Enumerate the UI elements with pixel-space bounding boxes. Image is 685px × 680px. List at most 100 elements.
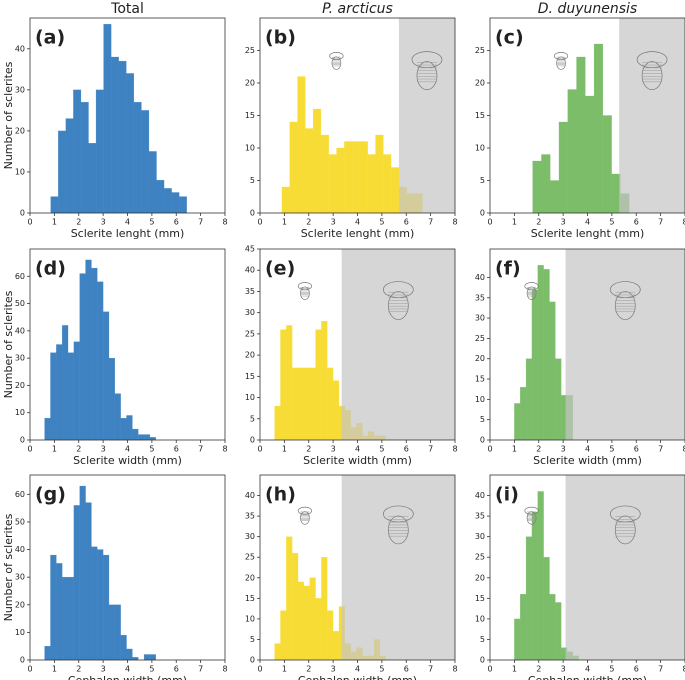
bar — [289, 121, 298, 214]
y-tick-label: 20 — [245, 79, 255, 88]
bar — [531, 511, 538, 661]
bar — [312, 108, 322, 214]
bar — [79, 485, 86, 661]
x-tick-label: 7 — [198, 445, 203, 454]
x-tick-label: 0 — [257, 445, 262, 454]
x-tick-label: 3 — [331, 445, 336, 454]
bar — [532, 160, 542, 214]
y-tick-label: 10 — [475, 144, 485, 153]
x-tick-label: 1 — [512, 445, 517, 454]
bar — [336, 147, 345, 214]
y-tick-label: 0 — [480, 436, 485, 445]
y-tick-label: 35 — [475, 293, 485, 302]
x-tick-label: 6 — [174, 445, 179, 454]
y-axis-label: Number of sclerites — [2, 513, 15, 621]
x-tick-label: 0 — [27, 445, 32, 454]
x-tick-label: 1 — [52, 665, 57, 674]
bar — [143, 434, 151, 441]
y-tick-label: 50 — [15, 299, 25, 308]
y-tick-label: 10 — [475, 395, 485, 404]
x-tick-label: 4 — [125, 218, 130, 227]
bar — [133, 101, 142, 214]
bar — [525, 536, 533, 661]
x-tick-label: 7 — [198, 218, 203, 227]
bar — [280, 610, 287, 661]
bar — [383, 154, 392, 214]
column-title: P. arcticus — [322, 1, 393, 17]
x-tick-label: 7 — [428, 445, 433, 454]
trilobite-body — [300, 286, 310, 300]
x-tick-label: 1 — [282, 665, 287, 674]
bar — [126, 648, 133, 661]
bar — [50, 554, 57, 661]
y-tick-label: 0 — [480, 209, 485, 218]
x-tick-label: 5 — [149, 218, 154, 227]
excluded-region — [565, 249, 685, 440]
x-tick-label: 3 — [331, 218, 336, 227]
y-tick-label: 30 — [15, 354, 25, 363]
panel: 0 1 2 3 4 5 6 7 8 0 5 10 15 20 25 30 35 40 (h) Cephalon wid… — [245, 474, 458, 680]
panel: 0 1 2 3 4 5 6 7 8 0 5 10 15 20 25 30 35 40 (i) Cephalon wid… — [475, 474, 685, 680]
bar — [320, 134, 329, 214]
x-tick-label: 4 — [585, 218, 590, 227]
x-tick-label: 2 — [536, 445, 541, 454]
x-tick-label: 6 — [634, 665, 639, 674]
y-tick-label: 5 — [250, 414, 255, 423]
bar — [321, 320, 328, 441]
y-tick-label: 20 — [475, 573, 485, 582]
y-tick-label: 20 — [15, 126, 25, 135]
y-tick-label: 30 — [245, 308, 255, 317]
bar — [67, 576, 75, 661]
y-tick-label: 40 — [15, 326, 25, 335]
x-tick-label: 6 — [174, 218, 179, 227]
x-tick-label: 2 — [76, 665, 81, 674]
panel: 0 1 2 3 4 5 6 7 8 0 5 10 15 20 25 (c) Sclerite lenght (m… — [475, 1, 685, 240]
x-tick-label: 1 — [52, 445, 57, 454]
panel-label: (a) — [35, 27, 65, 49]
bar — [332, 380, 340, 441]
excluded-region — [341, 475, 455, 660]
y-tick-label: 15 — [475, 111, 485, 120]
y-tick-label: 60 — [15, 490, 25, 499]
bar — [309, 367, 316, 441]
x-tick-label: 1 — [512, 218, 517, 227]
y-tick-label: 50 — [15, 517, 25, 526]
x-tick-label: 8 — [452, 665, 457, 674]
x-tick-label: 2 — [306, 665, 311, 674]
x-tick-label: 5 — [379, 218, 384, 227]
y-tick-label: 10 — [245, 393, 255, 402]
panel: 0 1 2 3 4 5 6 7 8 0 5 10 15 20 25 (b) Sclerite lenght (m… — [245, 1, 458, 240]
y-tick-label: 25 — [475, 334, 485, 343]
bar — [58, 130, 67, 214]
x-axis-label: Sclerite width (mm) — [73, 454, 182, 467]
bar — [520, 594, 527, 661]
x-tick-label: 7 — [658, 665, 663, 674]
x-tick-label: 0 — [27, 665, 32, 674]
bar — [91, 267, 98, 441]
y-tick-label: 35 — [475, 512, 485, 521]
panel-label: (f) — [495, 258, 521, 280]
y-tick-label: 15 — [475, 594, 485, 603]
bar — [549, 594, 556, 661]
trilobite-body — [556, 56, 566, 70]
x-tick-label: 5 — [149, 445, 154, 454]
bar — [73, 89, 82, 214]
bar — [541, 154, 551, 214]
x-tick-label: 8 — [222, 218, 227, 227]
bar — [61, 325, 69, 441]
panel-label: (h) — [265, 484, 296, 506]
x-tick-label: 6 — [634, 218, 639, 227]
trilobite-body — [526, 286, 537, 300]
x-tick-label: 8 — [682, 445, 685, 454]
bar — [585, 95, 595, 214]
bar — [91, 546, 98, 661]
y-tick-label: 30 — [15, 573, 25, 582]
bar — [61, 576, 69, 661]
bar — [303, 367, 310, 441]
panel: 0 1 2 3 4 5 6 7 8 0 10 20 30 40 (a) Sclerite lenght (mm… — [2, 1, 228, 240]
bar — [73, 505, 80, 661]
panel-label: (g) — [35, 484, 66, 506]
bar — [537, 265, 544, 441]
bar — [102, 311, 110, 441]
bar — [97, 549, 104, 661]
